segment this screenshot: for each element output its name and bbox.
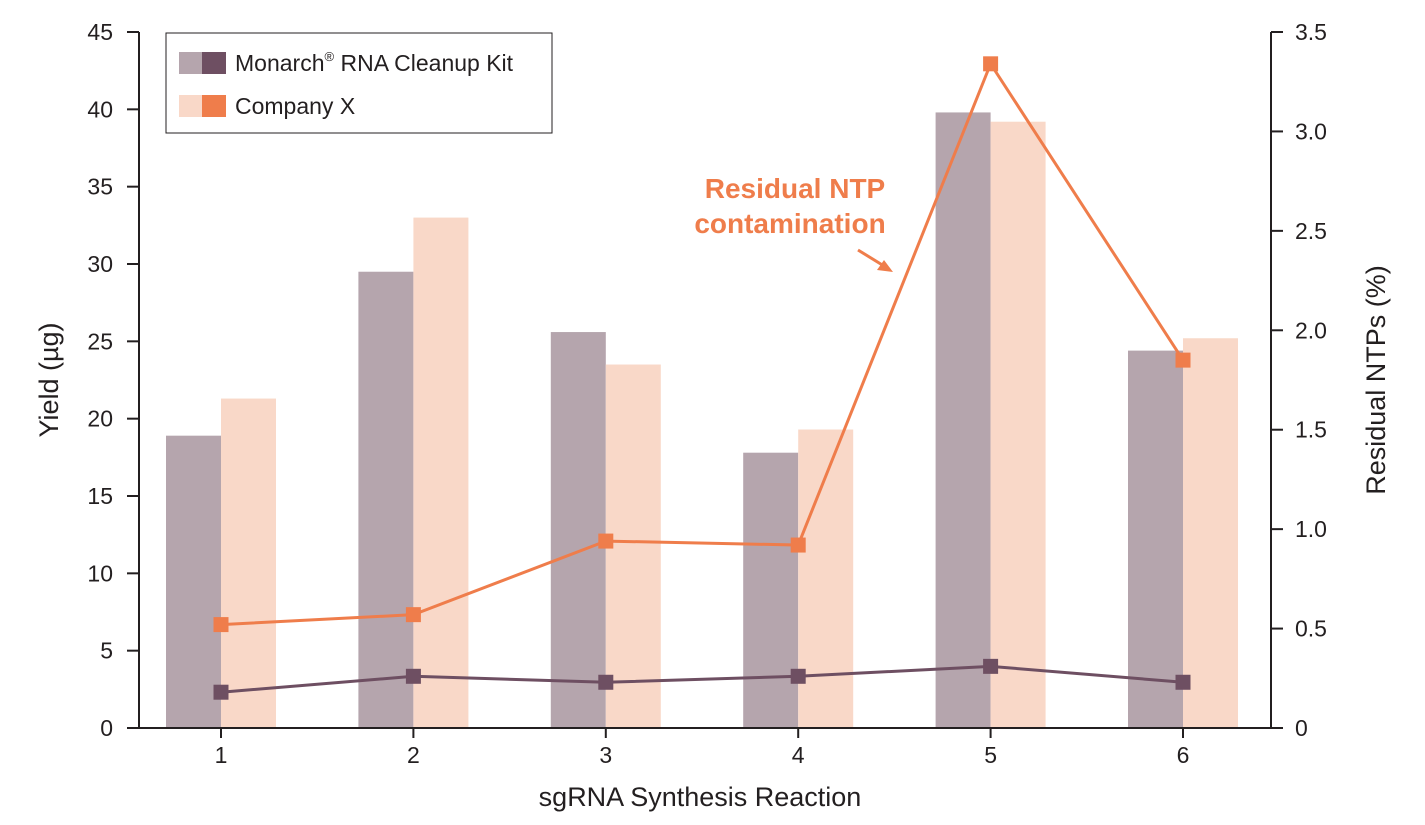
bars-layer [166,112,1238,729]
axes-layer [138,32,1272,729]
point-series2-1 [213,617,229,633]
bar-series1-1 [166,435,221,728]
y-axis-title: Yield (µg) [34,322,64,437]
bar-series2-3 [605,364,661,728]
line-series2 [220,60,1185,627]
annotation-line-1: Residual NTP [705,173,885,204]
right-y-axis-title: Residual NTPs (%) [1361,265,1391,495]
y-tick-label: 20 [87,406,113,432]
y-right-tick-label: 0 [1295,715,1308,741]
legend-swatch-monarch-bar [179,52,203,74]
legend-label-registered-mark: ® [324,49,334,64]
bar-series1-4 [743,452,799,728]
legend-label-monarch: Monarch® RNA Cleanup Kit [235,49,514,76]
annotation-arrowhead [877,260,893,272]
y-tick-label: 5 [100,638,113,664]
y-tick-label: 40 [87,96,113,122]
line-series1 [220,664,1184,694]
bar-series2-6 [1183,338,1238,728]
y-tick-label: 0 [100,715,113,741]
y-tick-label: 30 [87,251,113,277]
bar-series1-5 [935,112,991,729]
annotation-line-2: contamination [694,208,885,239]
point-series1-3 [598,674,614,690]
point-series1-1 [213,684,229,700]
bar-series2-2 [413,217,469,728]
point-series2-5 [983,56,999,72]
legend-swatch-monarch-line [202,52,226,74]
x-tick-label: 3 [599,742,612,768]
bar-series1-3 [550,332,606,728]
y-tick-label: 15 [87,483,113,509]
x-tick-label: 1 [215,742,228,768]
y-tick-label: 45 [87,19,113,45]
point-series2-4 [790,537,806,553]
bar-series1-2 [358,271,414,728]
point-series2-6 [1175,352,1191,368]
y-right-tick-label: 2.5 [1295,218,1327,244]
y-right-tick-label: 3.0 [1295,118,1327,144]
y-right-tick-label: 3.5 [1295,19,1327,45]
y-right-tick-label: 1.5 [1295,417,1327,443]
bar-series2-1 [221,398,276,728]
legend-box [165,32,553,134]
y-right-tick-label: 2.0 [1295,317,1327,343]
legend-label-monarch-name: Monarch [235,50,324,76]
legend: Monarch® RNA Cleanup Kit Company X [165,32,553,134]
y-tick-label: 10 [87,560,113,586]
ticks-layer: 05101520253035404500.51.01.52.02.53.03.5… [87,19,1327,768]
y-right-tick-label: 1.0 [1295,516,1327,542]
lines-layer [213,56,1191,700]
point-series1-2 [405,668,421,684]
annotation: Residual NTP contamination [694,173,893,272]
point-series1-5 [983,658,999,674]
x-tick-label: 5 [984,742,997,768]
x-tick-label: 4 [792,742,805,768]
y-tick-label: 25 [87,328,113,354]
annotation-arrow-shaft [857,248,885,268]
point-series2-2 [405,607,421,623]
legend-swatch-companyx-line [202,95,226,117]
legend-label-monarch-suffix: RNA Cleanup Kit [334,50,514,76]
point-series2-3 [598,533,614,549]
point-series1-6 [1175,674,1191,690]
point-series1-4 [790,668,806,684]
y-right-tick-label: 0.5 [1295,616,1327,642]
x-tick-label: 2 [407,742,420,768]
legend-swatch-companyx-bar [179,95,203,117]
y-tick-label: 35 [87,174,113,200]
x-tick-label: 6 [1177,742,1190,768]
x-axis-title: sgRNA Synthesis Reaction [539,782,862,812]
legend-label-companyx: Company X [235,93,355,119]
bar-series1-6 [1128,350,1183,728]
bar-series2-5 [990,121,1046,728]
